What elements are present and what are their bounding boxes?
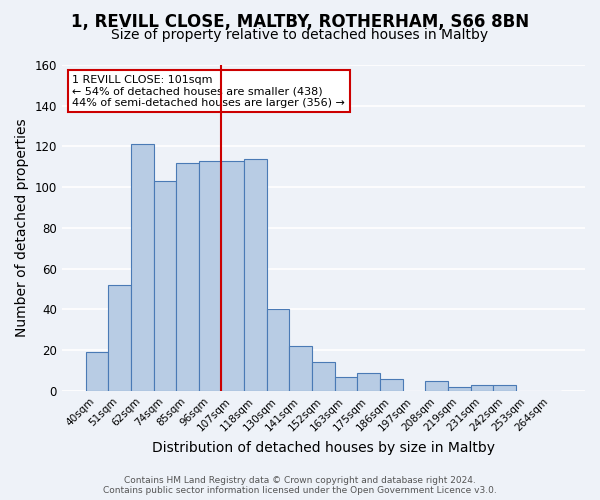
Bar — [108, 285, 131, 391]
Bar — [470, 385, 493, 391]
Bar — [335, 376, 358, 391]
Bar — [154, 181, 176, 391]
Bar — [86, 352, 108, 391]
Bar — [267, 310, 289, 391]
Bar — [221, 160, 244, 391]
Bar — [448, 387, 470, 391]
Bar — [131, 144, 154, 391]
Bar — [199, 160, 221, 391]
Text: Contains HM Land Registry data © Crown copyright and database right 2024.
Contai: Contains HM Land Registry data © Crown c… — [103, 476, 497, 495]
Text: Size of property relative to detached houses in Maltby: Size of property relative to detached ho… — [112, 28, 488, 42]
Text: 1, REVILL CLOSE, MALTBY, ROTHERHAM, S66 8BN: 1, REVILL CLOSE, MALTBY, ROTHERHAM, S66 … — [71, 12, 529, 30]
Bar — [244, 158, 267, 391]
Bar — [312, 362, 335, 391]
Text: 1 REVILL CLOSE: 101sqm
← 54% of detached houses are smaller (438)
44% of semi-de: 1 REVILL CLOSE: 101sqm ← 54% of detached… — [72, 75, 345, 108]
X-axis label: Distribution of detached houses by size in Maltby: Distribution of detached houses by size … — [152, 441, 495, 455]
Bar — [176, 163, 199, 391]
Y-axis label: Number of detached properties: Number of detached properties — [15, 118, 29, 338]
Bar — [358, 372, 380, 391]
Bar — [493, 385, 516, 391]
Bar — [425, 381, 448, 391]
Bar — [380, 378, 403, 391]
Bar — [289, 346, 312, 391]
